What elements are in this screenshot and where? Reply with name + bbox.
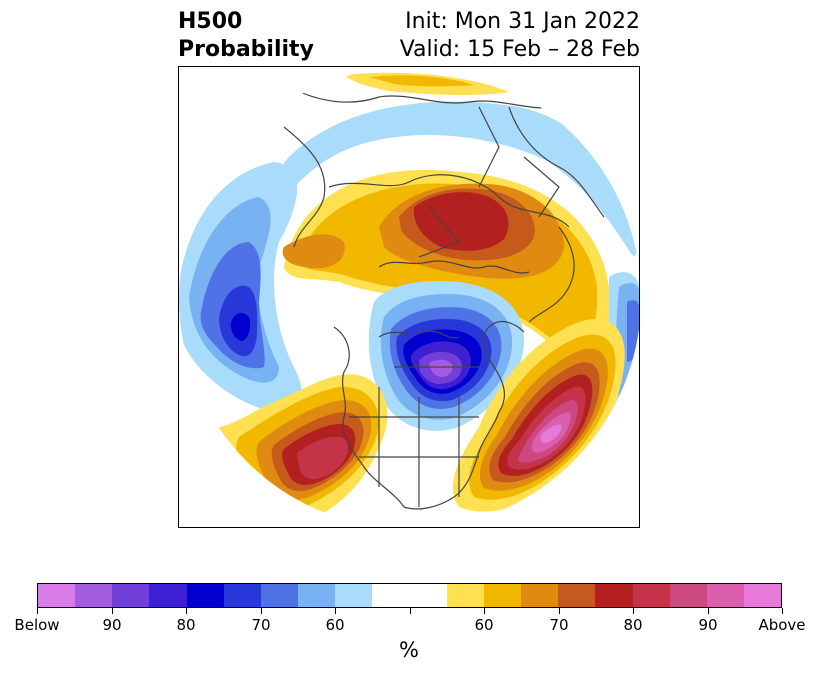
colorbar-segment — [706, 584, 744, 607]
title-init: Init: Mon 31 Jan 2022 — [405, 9, 640, 34]
colorbar-segment — [483, 584, 522, 607]
colorbar-segment — [38, 584, 76, 607]
above-normal-siberia — [282, 72, 611, 387]
title-variable: H500 — [178, 9, 243, 34]
title-product: Probability — [178, 37, 314, 62]
above-normal-north-atlantic — [452, 319, 625, 512]
colorbar-tick-label: 70 — [549, 616, 569, 634]
colorbar-unit: % — [399, 638, 419, 662]
colorbar-tick-label: Above — [758, 616, 806, 634]
colorbar-segment — [112, 584, 150, 607]
below-normal-north-pacific — [179, 162, 303, 413]
colorbar-segment — [743, 584, 782, 607]
colorbar-tick-label: 60 — [474, 616, 494, 634]
colorbar-segment — [298, 584, 336, 607]
colorbar-tick — [633, 608, 634, 614]
colorbar-segment — [372, 584, 410, 607]
colorbar-segment — [223, 584, 261, 607]
colorbar-tick-label: 90 — [102, 616, 122, 634]
colorbar-segment — [75, 584, 113, 607]
colorbar-segment — [521, 584, 559, 607]
colorbar-segment — [186, 584, 224, 607]
colorbar-tick — [186, 608, 187, 614]
map-canvas — [179, 67, 639, 527]
colorbar-tick-label: Below — [14, 616, 60, 634]
colorbar-tick — [261, 608, 262, 614]
colorbar-tick — [37, 608, 38, 614]
title-left: H500 Probability — [178, 8, 314, 64]
title-right: Init: Mon 31 Jan 2022 Valid: 15 Feb – 28… — [400, 8, 640, 64]
colorbar-segment — [558, 584, 596, 607]
colorbar-segment — [595, 584, 633, 607]
colorbar-segment — [632, 584, 670, 607]
coastlines — [283, 86, 625, 510]
colorbar-tick — [112, 608, 113, 614]
colorbar-tick-label: 80 — [176, 616, 196, 634]
colorbar-tick — [484, 608, 485, 614]
colorbar — [37, 583, 782, 608]
colorbar-tick — [335, 608, 336, 614]
colorbar-tick-label: 80 — [623, 616, 643, 634]
colorbar-segment — [335, 584, 373, 607]
colorbar-tick-label: 60 — [325, 616, 345, 634]
probability-map — [178, 66, 640, 528]
colorbar-tick — [782, 608, 783, 614]
colorbar-tick — [410, 608, 411, 614]
colorbar-segment — [446, 584, 484, 607]
colorbar-segment — [409, 584, 447, 607]
colorbar-tick-label: 70 — [251, 616, 271, 634]
colorbar-tick — [559, 608, 560, 614]
title-valid: Valid: 15 Feb – 28 Feb — [399, 37, 640, 62]
colorbar-segment — [149, 584, 187, 607]
colorbar-tick — [708, 608, 709, 614]
colorbar-segment — [260, 584, 299, 607]
colorbar-segment — [669, 584, 707, 607]
below-normal-central-canada — [368, 281, 524, 431]
colorbar-tick-label: 90 — [698, 616, 718, 634]
